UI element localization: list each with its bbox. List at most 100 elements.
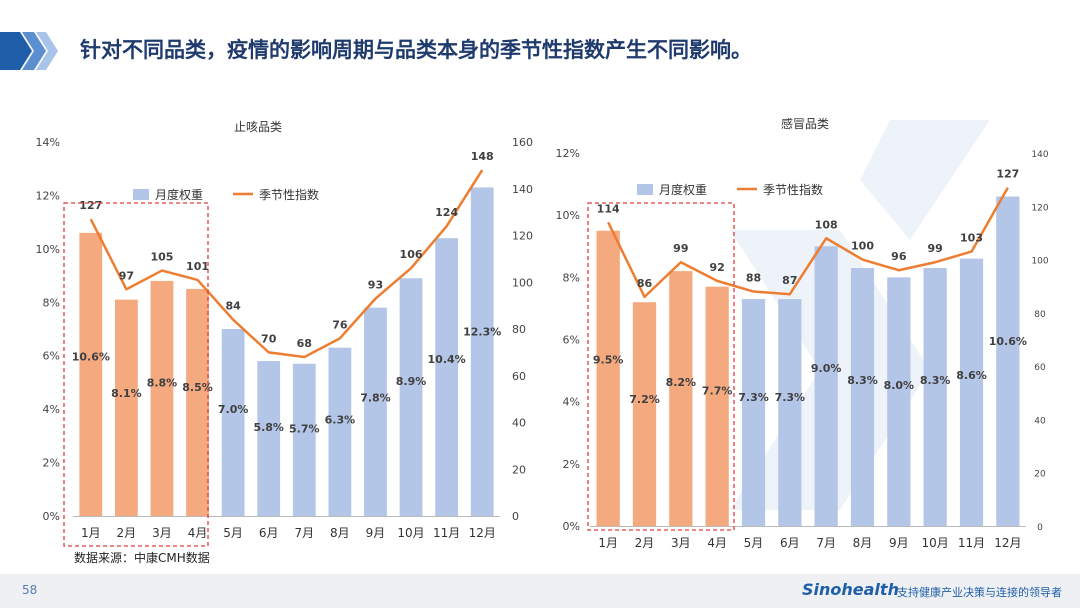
chart1-y-left-tick: 12% (36, 189, 60, 202)
chart1-bar-label: 10.4% (428, 353, 466, 366)
chart1-line-label: 70 (261, 332, 277, 345)
chart1-line-label: 93 (368, 279, 383, 292)
chart2-x-tick-label: 1月 (598, 536, 618, 550)
chart2-bar-11 (959, 258, 984, 526)
chart1-line-label: 101 (186, 260, 209, 273)
chart2-y-right-tick: 140 (1031, 150, 1048, 160)
chart1-bar-12 (470, 187, 494, 516)
chart1-line-label: 124 (435, 206, 458, 219)
chart2-line-label: 99 (928, 242, 943, 255)
chart2-y-left-tick: 10% (556, 209, 580, 222)
chart1-bar-2 (114, 299, 138, 516)
chart1-line-label: 68 (297, 337, 312, 350)
chart1-bar-3 (150, 280, 174, 516)
chart2-y-right-tick: 40 (1034, 416, 1046, 426)
chart2-line-label: 103 (960, 232, 983, 245)
chart2-line-series (607, 187, 1009, 299)
chart2-x-tick-label: 3月 (671, 536, 691, 550)
chart2-bar-1 (596, 230, 620, 527)
chart2-bar-label: 9.0% (811, 362, 842, 375)
chart2-line-label: 114 (597, 202, 620, 215)
chart2-y-right-tick: 100 (1031, 257, 1048, 267)
chart1-y-left-tick: 8% (43, 296, 60, 309)
chart2-line-label: 99 (673, 242, 688, 255)
chart2-bar-label: 8.2% (666, 376, 697, 389)
chart2-legend-line-label: 季节性指数 (763, 182, 823, 197)
chart2-x-tick-label: 12月 (994, 536, 1021, 550)
chart1-x-tick-label: 9月 (366, 526, 386, 540)
chart1-bar-label: 6.3% (325, 413, 356, 426)
chart1-x-tick-label: 2月 (117, 526, 137, 540)
chart1-bar-4 (186, 288, 209, 516)
chart2-x-tick-label: 11月 (958, 536, 985, 550)
source-note: 数据来源：中康CMH数据 (74, 551, 210, 565)
chart2-bar-9 (887, 277, 911, 526)
chart1-bar-1 (79, 232, 103, 517)
chart2-bar-4 (705, 286, 729, 526)
chart2-bar-12 (996, 196, 1020, 526)
chart1-x-tick-label: 10月 (397, 526, 424, 540)
chart2-bar-label: 7.3% (738, 391, 769, 404)
chart2-bar-6 (778, 299, 802, 526)
chart2-x-tick-label: 7月 (816, 536, 836, 550)
chart2-line-label: 88 (746, 272, 761, 285)
chart2-legend-bar-swatch (637, 184, 653, 195)
chart1-x-tick-label: 12月 (469, 526, 496, 540)
chart1-y-left-tick: 2% (43, 457, 60, 470)
charts-canvas: 止咳品类 0% 2% 4% 6% 8% 10% 12% 14% 0 20 40 60 80 100 120 14… (36, 116, 1049, 550)
chart1-bar-11 (435, 238, 459, 516)
chart2-highlight-box (587, 202, 735, 531)
chart1-x-tick-label: 1月 (81, 526, 101, 540)
chart2-bar-2 (632, 302, 657, 526)
chart2-line-label: 92 (710, 261, 725, 274)
chart1-bar-9 (364, 307, 387, 516)
chart2-y-right-tick: 0 (1037, 523, 1043, 533)
chart1-legend-bar-label: 月度权重 (155, 187, 203, 202)
chart2-x-tick-label: 5月 (744, 536, 764, 550)
chart1-y-right-tick: 20 (512, 463, 526, 476)
chart1-bar-label: 12.3% (463, 325, 501, 338)
brand-tagline: 支持健康产业决策与连接的领导者 (897, 586, 1062, 599)
chart2-bar-label: 9.5% (593, 354, 624, 367)
chart1-line-label: 76 (332, 318, 348, 331)
chart1-line-label: 148 (471, 150, 494, 163)
chart1-y-right-tick: 120 (512, 230, 533, 243)
chart1-y-left-tick: 14% (36, 136, 60, 149)
chart1-line-series (89, 169, 484, 359)
chart2-bar-label: 8.3% (920, 374, 951, 387)
chart1-bar-label: 8.5% (182, 381, 213, 394)
chart1-line-label: 106 (400, 248, 423, 261)
chart1-y-right-tick: 140 (512, 183, 533, 196)
chart1-bar-label: 5.7% (289, 422, 320, 435)
chart1-line-label: 84 (225, 300, 241, 313)
chart2-y-left-tick: 8% (563, 271, 580, 284)
chart2-legend-bar-label: 月度权重 (659, 182, 707, 197)
chart2-line-label: 96 (891, 250, 907, 263)
chart1-x-tick-label: 6月 (259, 526, 279, 540)
chart1-x-tick-label: 3月 (152, 526, 172, 540)
chart2-y-left-tick: 12% (556, 147, 580, 160)
chart2-y-right-tick: 120 (1031, 203, 1048, 213)
chart1-line-label: 105 (150, 251, 173, 264)
chart1-bar-label: 8.1% (111, 387, 142, 400)
chart2-x-tick-label: 4月 (707, 536, 727, 550)
chart2-bar-7 (814, 246, 838, 526)
chart1-legend-line-label: 季节性指数 (259, 187, 319, 202)
chart1-legend-bar-swatch (133, 189, 149, 200)
chart2-line-label: 100 (851, 240, 874, 253)
chart2-bar-10 (923, 268, 947, 526)
chart1-y-right-tick: 80 (512, 323, 526, 336)
chart1-bar-7 (292, 363, 316, 516)
chart1-highlight-box (63, 202, 209, 547)
chart2-line-label: 108 (815, 218, 838, 231)
chart1-bar-label: 8.8% (147, 377, 178, 390)
chart1-y-right-tick: 0 (512, 510, 519, 523)
page-number: 58 (22, 583, 38, 597)
chart1-bar-10 (399, 278, 423, 516)
chart1-y-right-tick: 60 (512, 370, 526, 383)
chart1-x-tick-label: 5月 (223, 526, 243, 540)
chart1-bar-5 (221, 329, 245, 516)
chart2-bar-label: 10.6% (989, 335, 1027, 348)
chart2-x-tick-label: 10月 (922, 536, 949, 550)
chart1-bar-label: 5.8% (253, 421, 284, 434)
